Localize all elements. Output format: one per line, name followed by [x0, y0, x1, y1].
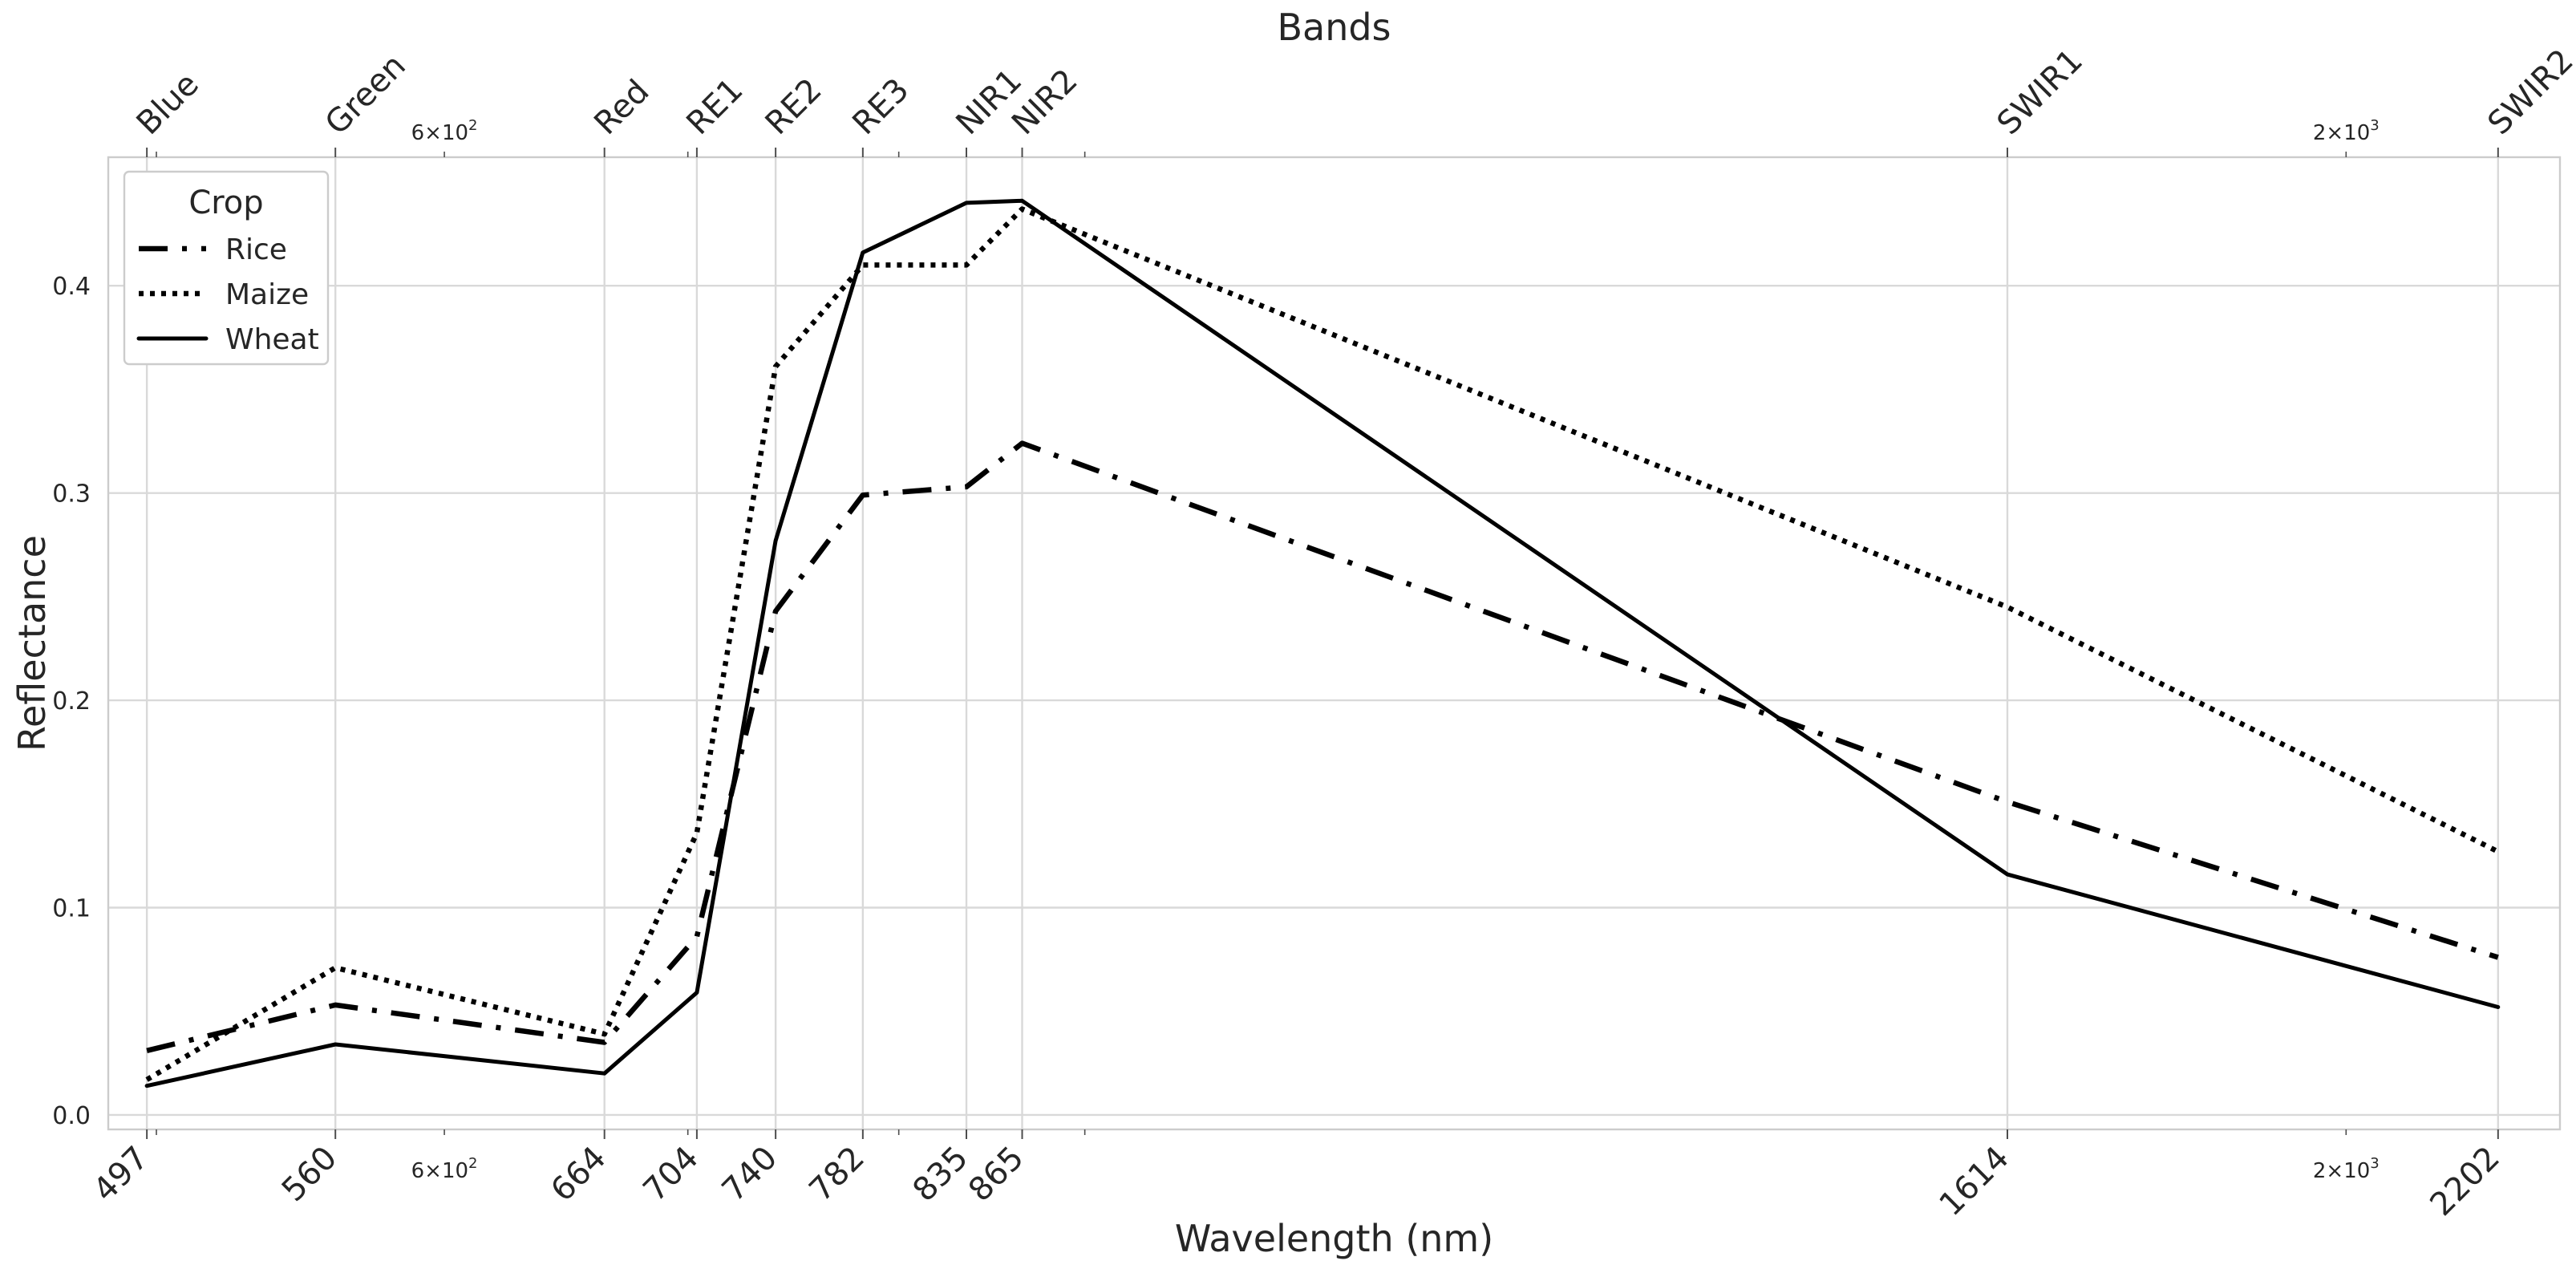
- axes-layer: 0.0 0.1 0.2 0.3 0.4 497 Blue 560 Green 664 Red 704 R…: [52, 43, 2576, 1223]
- x-minor-label: 6×102: [411, 1155, 478, 1183]
- top-minor-label: 6×102: [411, 117, 478, 145]
- x-tick-label: 1614: [1933, 1140, 2017, 1224]
- band-label: SWIR1: [1991, 43, 2090, 142]
- x-minor-label: 2×103: [2313, 1155, 2380, 1183]
- series-line-rice: [146, 440, 2499, 1053]
- legend-label-rice: Rice: [225, 233, 287, 266]
- band-label: NIR2: [1005, 62, 1085, 142]
- y-tick-label: 0.4: [52, 273, 91, 301]
- legend-label-maize: Maize: [225, 278, 309, 311]
- x-tick-label: 560: [275, 1140, 345, 1210]
- x-tick-label: 835: [906, 1140, 976, 1210]
- band-label: RE1: [679, 71, 750, 142]
- x-axis-title: Wavelength (nm): [1175, 1217, 1493, 1260]
- x-tick-label: 664: [544, 1140, 614, 1210]
- y-tick-label: 0.1: [52, 894, 91, 922]
- x-tick-label: 782: [802, 1140, 872, 1210]
- band-label: SWIR2: [2481, 43, 2576, 142]
- plot-frame: [107, 156, 2562, 1131]
- legend: Crop Rice Maize Wheat: [123, 170, 330, 366]
- x-tick-label: 865: [962, 1140, 1031, 1210]
- band-label: NIR1: [950, 62, 1030, 142]
- y-tick-label: 0.0: [52, 1102, 91, 1130]
- band-label: Blue: [130, 66, 206, 142]
- legend-box: [123, 170, 330, 366]
- legend-label-wheat: Wheat: [225, 323, 319, 356]
- band-label: RE3: [845, 71, 916, 142]
- band-label: Red: [587, 73, 656, 142]
- x-tick-label: 740: [715, 1140, 785, 1210]
- x-tick-label: 497: [87, 1140, 156, 1210]
- series-line-maize: [145, 206, 2500, 1082]
- top-minor-label: 2×103: [2313, 117, 2380, 145]
- y-tick-label: 0.3: [52, 480, 91, 509]
- y-axis-title: Reflectance: [10, 535, 54, 752]
- x-tick-label: 704: [636, 1140, 706, 1210]
- legend-items: Rice Maize Wheat: [136, 233, 319, 356]
- grid-layer: [108, 157, 2560, 1129]
- y-tick-label: 0.2: [52, 687, 91, 716]
- series-line-wheat: [144, 198, 2501, 1088]
- legend-title: Crop: [188, 184, 263, 221]
- series-layer: [144, 198, 2501, 1088]
- band-label: Green: [318, 47, 413, 142]
- top-axis-title: Bands: [1277, 6, 1391, 49]
- x-tick-label: 2202: [2423, 1140, 2507, 1224]
- band-label: RE2: [759, 71, 829, 142]
